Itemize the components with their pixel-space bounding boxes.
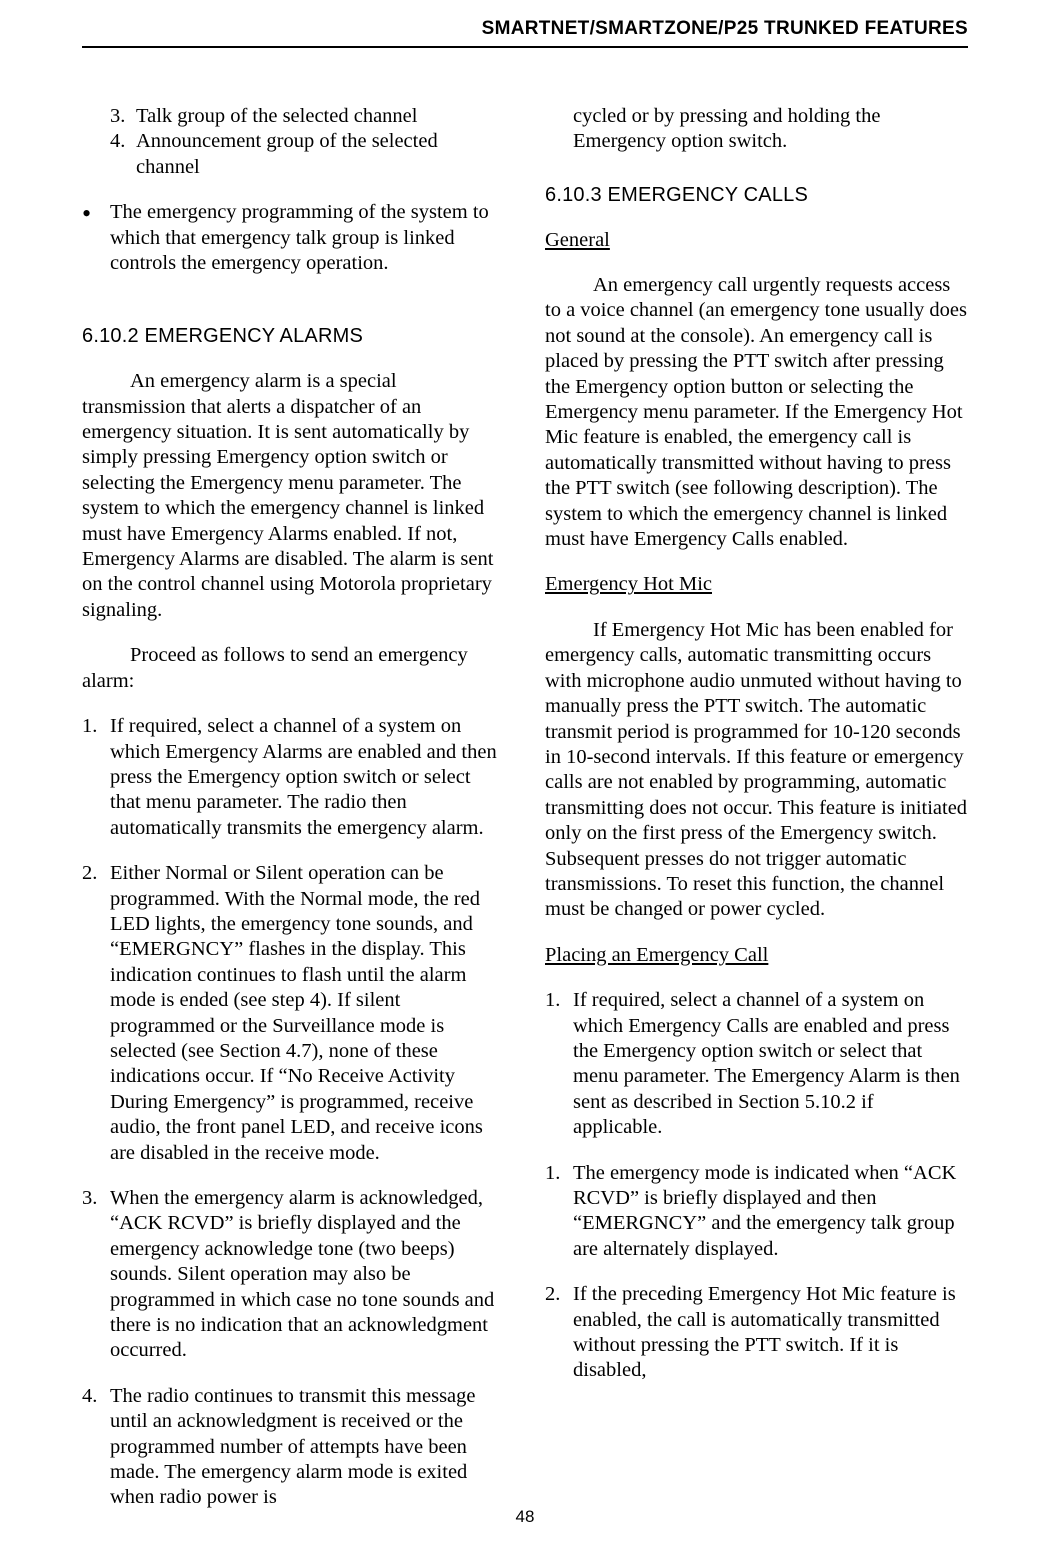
step-text: If required, select a channel of a syste… [573, 988, 968, 1140]
list-item-4: 4. Announcement group of the selected ch… [110, 129, 505, 180]
list-item-3: 3. Talk group of the selected channel [110, 104, 505, 129]
step-number: 2. [545, 1282, 573, 1384]
running-head: SMARTNET/SMARTZONE/P25 TRUNKED FEATURES [82, 0, 968, 40]
step-text: If required, select a channel of a syste… [110, 714, 505, 841]
heading-6-10-3: 6.10.3 EMERGENCY CALLS [545, 183, 968, 208]
step-4-continued: cycled or by pressing and holding the Em… [573, 104, 968, 155]
subheading-placing: Placing an Emergency Call [545, 943, 968, 968]
step-number: 3. [82, 1186, 110, 1364]
page-number: 48 [0, 1507, 1050, 1527]
step-2: 2. Either Normal or Silent operation can… [82, 861, 505, 1166]
list-text: Talk group of the selected channel [136, 104, 417, 129]
step-4: 4. The radio continues to transmit this … [82, 1384, 505, 1511]
paragraph: An emergency alarm is a special transmis… [82, 369, 505, 623]
step-number: 1. [545, 1161, 573, 1263]
call-step-2: 2. If the preceding Emergency Hot Mic fe… [545, 1282, 968, 1384]
page: SMARTNET/SMARTZONE/P25 TRUNKED FEATURES … [0, 0, 1050, 1563]
step-text: The emergency mode is indicated when “AC… [573, 1161, 968, 1263]
step-number: 2. [82, 861, 110, 1166]
step-3: 3. When the emergency alarm is acknowled… [82, 1186, 505, 1364]
step-number: 4. [82, 1384, 110, 1511]
body-columns: 3. Talk group of the selected channel 4.… [82, 104, 968, 1511]
step-text: When the emergency alarm is acknowledged… [110, 1186, 505, 1364]
header-rule [82, 46, 968, 48]
list-text: Announcement group of the selected chann… [136, 129, 505, 180]
paragraph: An emergency call urgently requests acce… [545, 273, 968, 552]
list-number: 4. [110, 129, 136, 180]
list-number: 3. [110, 104, 136, 129]
step-number: 1. [82, 714, 110, 841]
subheading-hot-mic: Emergency Hot Mic [545, 572, 968, 597]
call-step-1b: 1. The emergency mode is indicated when … [545, 1161, 968, 1263]
subheading-general: General [545, 228, 968, 253]
call-step-1: 1. If required, select a channel of a sy… [545, 988, 968, 1140]
paragraph: Proceed as follows to send an emergency … [82, 643, 505, 694]
step-number: 1. [545, 988, 573, 1140]
step-1: 1. If required, select a channel of a sy… [82, 714, 505, 841]
paragraph: If Emergency Hot Mic has been enabled fo… [545, 618, 968, 923]
step-text: The radio continues to transmit this mes… [110, 1384, 505, 1511]
step-text: If the preceding Emergency Hot Mic featu… [573, 1282, 968, 1384]
step-text: Either Normal or Silent operation can be… [110, 861, 505, 1166]
heading-6-10-2: 6.10.2 EMERGENCY ALARMS [82, 324, 505, 349]
bullet-text: The emergency programming of the system … [110, 201, 489, 274]
bullet-item: The emergency programming of the system … [110, 200, 505, 276]
